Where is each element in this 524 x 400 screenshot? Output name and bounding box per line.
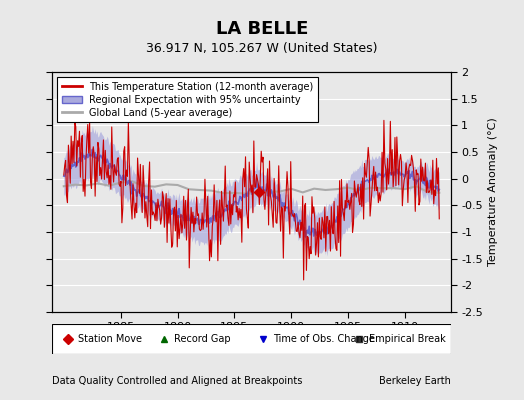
Text: 36.917 N, 105.267 W (United States): 36.917 N, 105.267 W (United States) bbox=[146, 42, 378, 55]
Legend: This Temperature Station (12-month average), Regional Expectation with 95% uncer: This Temperature Station (12-month avera… bbox=[57, 77, 319, 122]
Text: Time of Obs. Change: Time of Obs. Change bbox=[274, 334, 375, 344]
Text: Station Move: Station Move bbox=[78, 334, 143, 344]
Text: Empirical Break: Empirical Break bbox=[369, 334, 446, 344]
Text: LA BELLE: LA BELLE bbox=[216, 20, 308, 38]
Text: Data Quality Controlled and Aligned at Breakpoints: Data Quality Controlled and Aligned at B… bbox=[52, 376, 303, 386]
Y-axis label: Temperature Anomaly (°C): Temperature Anomaly (°C) bbox=[488, 118, 498, 266]
Text: Berkeley Earth: Berkeley Earth bbox=[379, 376, 451, 386]
Text: Record Gap: Record Gap bbox=[174, 334, 231, 344]
FancyBboxPatch shape bbox=[52, 324, 451, 354]
